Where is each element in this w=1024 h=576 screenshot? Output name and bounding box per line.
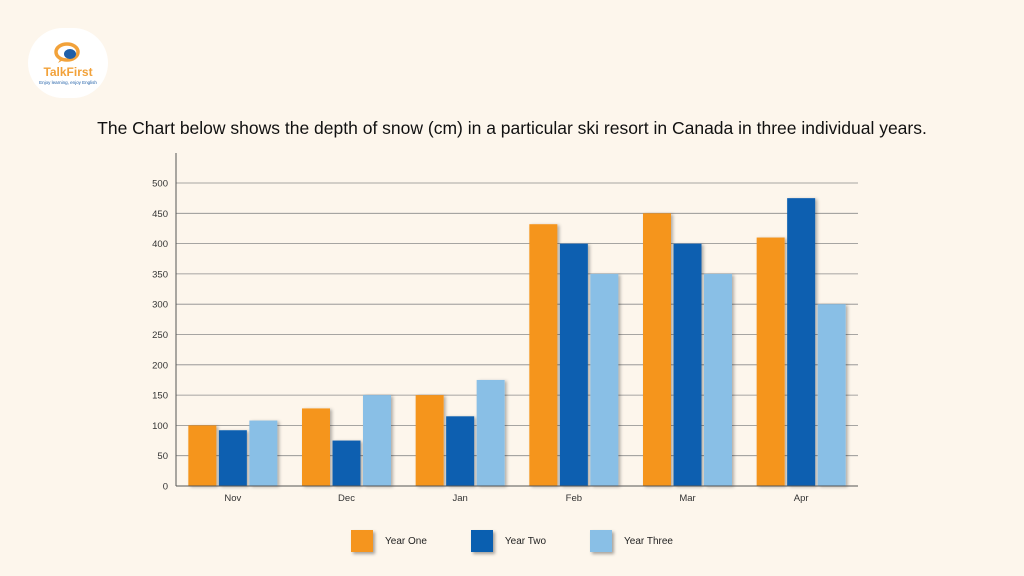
bar-dec-year-three [363, 395, 391, 486]
bar-mar-year-two [673, 243, 702, 486]
legend-label-year-three: Year Three [624, 535, 673, 547]
bar-dec-year-two [332, 440, 361, 486]
bar-dec-year-one [302, 408, 330, 486]
bar-mar-year-one [643, 213, 671, 487]
x-tick-label-jan: Jan [453, 493, 468, 504]
y-tick-label-500: 500 [152, 179, 168, 190]
legend-swatch-year-two [470, 530, 493, 552]
bar-feb-year-two [559, 243, 588, 486]
bar-mar-year-three [704, 273, 732, 486]
y-tick-label-300: 300 [152, 300, 168, 311]
legend-label-year-one: Year One [385, 535, 427, 547]
bar-jan-year-two [446, 416, 475, 486]
y-tick-label-0: 0 [163, 482, 168, 493]
x-tick-label-mar: Mar [679, 493, 695, 504]
legend-item-year-one: Year One [351, 530, 427, 552]
y-tick-label-50: 50 [157, 451, 168, 462]
talkfirst-logo: TalkFirst Enjoy learning, enjoy English [28, 28, 108, 98]
legend-swatch-year-three [590, 530, 613, 552]
logo-slogan: Enjoy learning, enjoy English [39, 79, 97, 85]
legend-item-year-two: Year Two [470, 530, 547, 552]
y-tick-label-400: 400 [152, 239, 168, 250]
y-tick-label-200: 200 [152, 360, 168, 371]
x-tick-label-feb: Feb [566, 493, 582, 504]
bar-apr-year-two [787, 198, 816, 486]
legend-item-year-three: Year Three [590, 530, 673, 552]
speech-bubble-logo-icon [54, 41, 80, 63]
bar-nov-year-two [218, 430, 247, 486]
y-tick-label-350: 350 [152, 269, 168, 280]
bar-jan-year-one [415, 395, 444, 486]
chart-legend: Year One Year Two Year Three [0, 530, 1024, 552]
y-tick-label-450: 450 [152, 209, 168, 220]
bar-feb-year-three [590, 273, 619, 486]
bar-jan-year-three [476, 379, 505, 486]
bar-feb-year-one [529, 224, 558, 486]
y-tick-label-100: 100 [152, 421, 168, 432]
bar-nov-year-three [249, 420, 278, 486]
legend-swatch-year-one [351, 530, 373, 552]
bar-apr-year-three [817, 304, 846, 486]
x-tick-label-dec: Dec [338, 493, 355, 504]
x-tick-label-apr: Apr [794, 493, 809, 504]
bar-nov-year-one [188, 425, 217, 486]
y-tick-label-250: 250 [152, 330, 168, 341]
bar-apr-year-one [756, 237, 785, 486]
y-tick-label-150: 150 [152, 391, 168, 402]
legend-label-year-two: Year Two [504, 535, 547, 547]
x-tick-label-nov: Nov [224, 493, 241, 504]
chart-title: The Chart below shows the depth of snow … [97, 118, 927, 138]
logo-name: TalkFirst [43, 64, 93, 79]
